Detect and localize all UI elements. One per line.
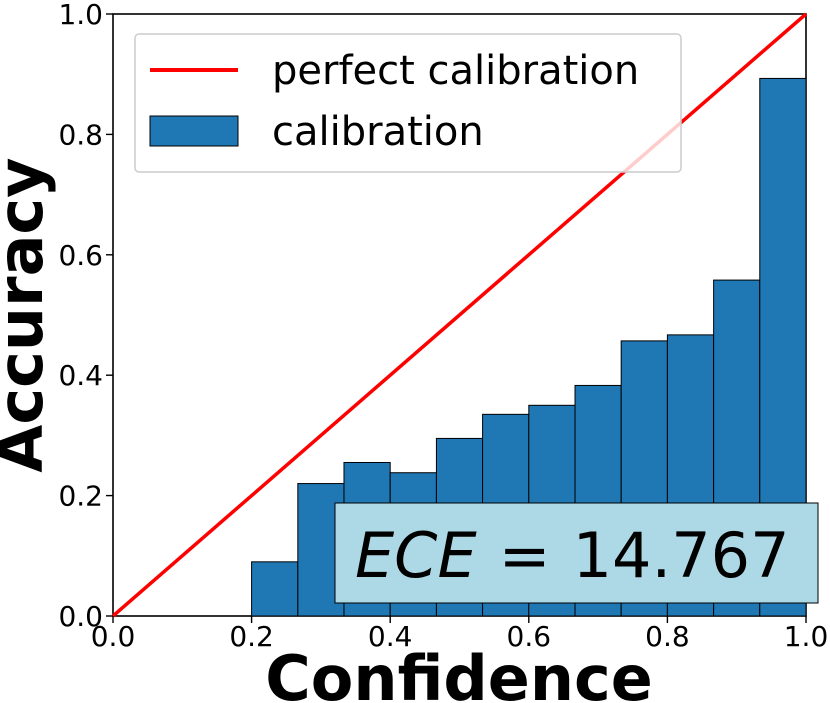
ece-annotation: ECE = 14.767 (334, 502, 819, 604)
ece-label: ECE (355, 519, 477, 592)
x-tick-label: 0.6 (507, 620, 552, 653)
perfect-calibration-line (111, 12, 808, 618)
ece-equals: = (499, 519, 551, 592)
y-tick-label: 1.0 (58, 0, 103, 31)
ece-box (334, 502, 819, 604)
y-tick-label: 0.2 (58, 480, 103, 513)
x-tick-label: 0.4 (368, 620, 413, 653)
ece-text: ECE = 14.767 (355, 519, 790, 592)
x-tick-label: 1.0 (784, 620, 829, 653)
x-axis-title: Confidence (265, 642, 653, 703)
legend-box (134, 33, 682, 173)
ece-value: 14.767 (573, 519, 790, 592)
y-tick-label: 0.0 (58, 600, 103, 633)
legend: perfect calibration calibration (134, 33, 682, 173)
x-tick-label: 0.0 (91, 620, 136, 653)
x-tick-label: 0.2 (229, 620, 274, 653)
x-tick-label: 0.8 (645, 620, 690, 653)
legend-label-perfect-calibration: perfect calibration (272, 48, 639, 94)
legend-label-calibration: calibration (272, 109, 484, 155)
y-tick-label: 0.8 (58, 118, 103, 151)
y-tick-label: 0.6 (58, 239, 103, 272)
y-tick-label: 0.4 (58, 359, 103, 392)
legend-bar-swatch (149, 115, 239, 147)
ticks-group: 0.0 0.2 0.4 0.6 0.8 1.0 0.0 0.2 0.4 0.6 0.8 1.0 (58, 0, 828, 653)
y-axis-title: Accuracy (0, 157, 57, 472)
calibration-bar (251, 561, 299, 617)
